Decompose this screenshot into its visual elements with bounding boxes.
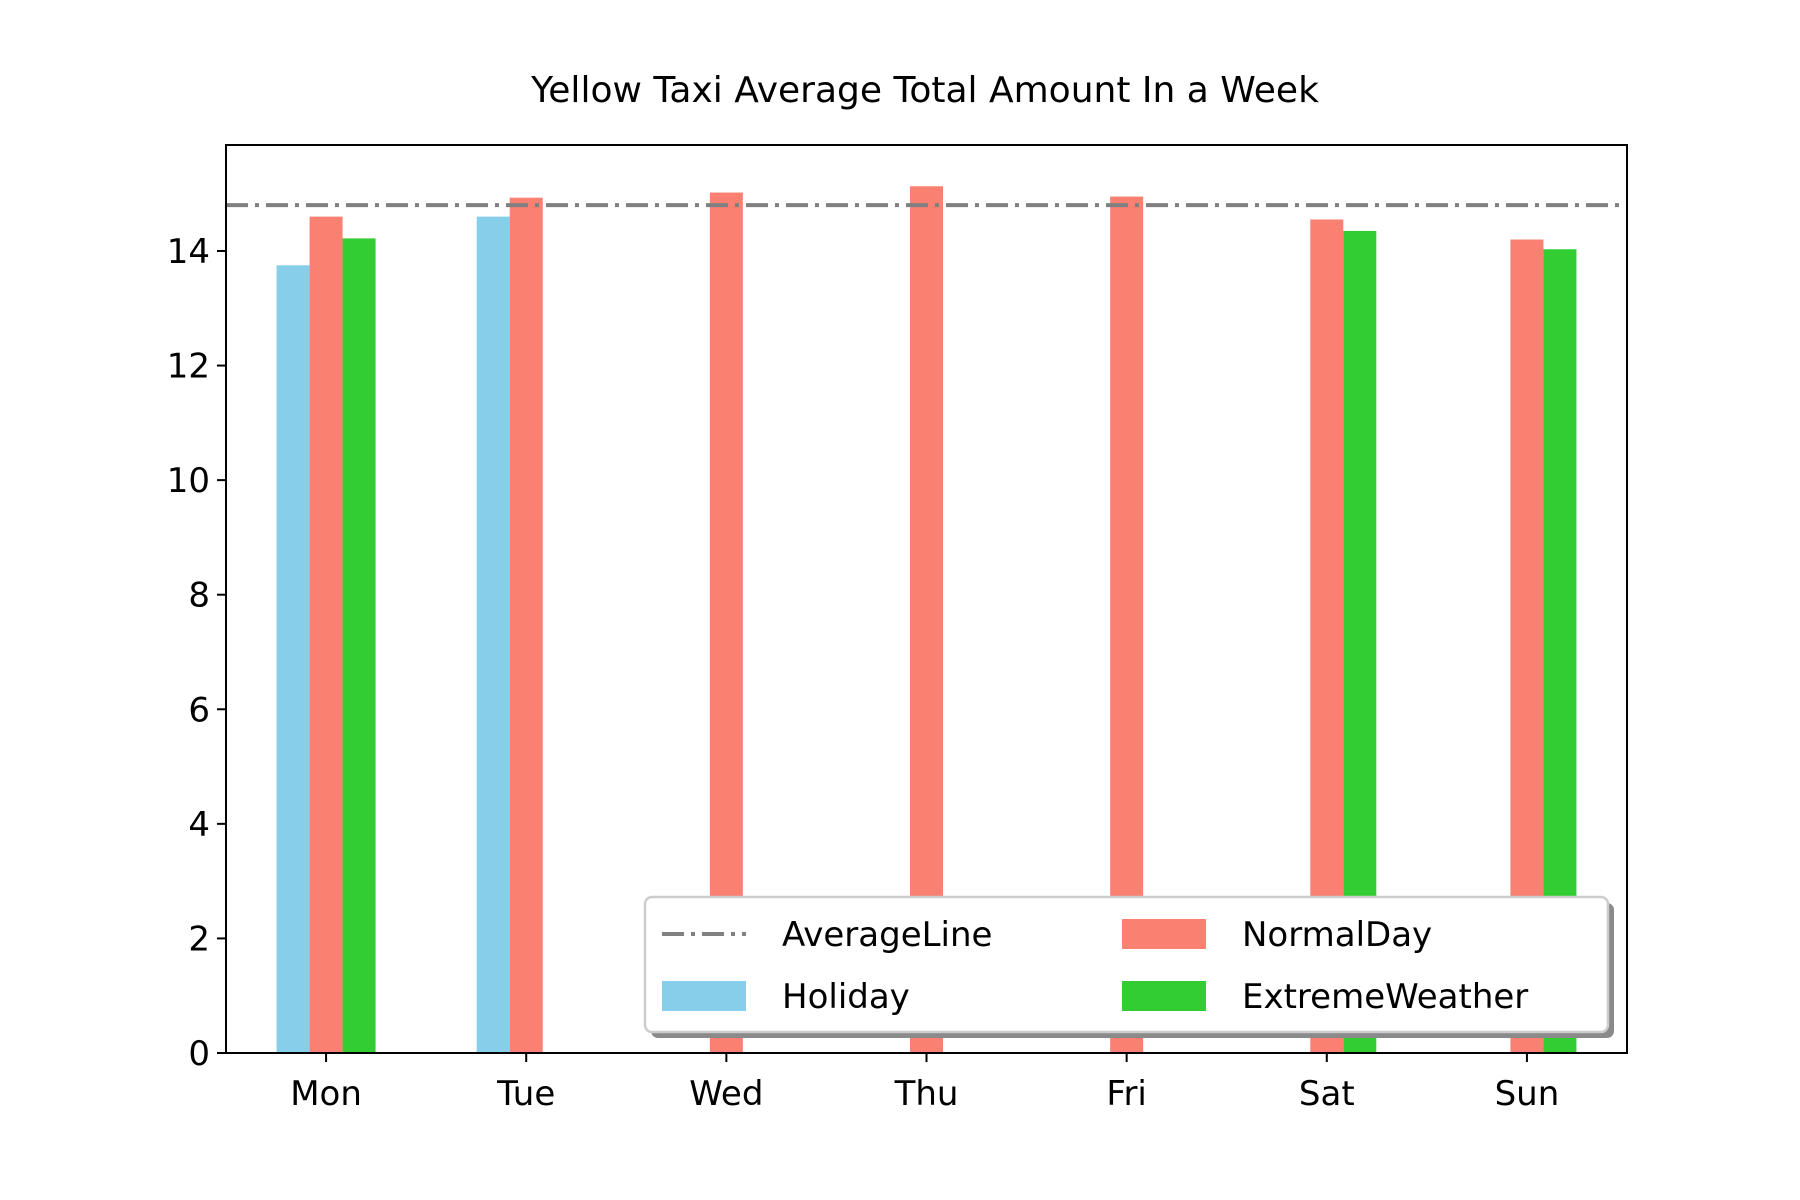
legend-handle-extremeweather [1122, 981, 1206, 1011]
chart-title: Yellow Taxi Average Total Amount In a We… [530, 70, 1319, 111]
legend: AverageLine NormalDay Holiday ExtremeWeathe… [643, 895, 1614, 1038]
legend-handle-normalday [1122, 919, 1206, 949]
bar-holiday-tue [476, 216, 510, 1054]
bar-normalday-mon [309, 216, 343, 1054]
x-tick-label: Sun [1495, 1074, 1560, 1114]
y-tick-label: 6 [188, 690, 210, 730]
y-tick-label: 0 [188, 1034, 210, 1074]
x-tick-label: Mon [290, 1074, 362, 1114]
x-tick-label: Thu [894, 1074, 959, 1114]
legend-label-normalday: NormalDay [1242, 915, 1432, 955]
y-tick-label: 14 [167, 232, 210, 272]
y-tick-label: 4 [188, 805, 210, 845]
legend-frame [643, 895, 1610, 1034]
legend-handle-holiday [662, 981, 746, 1011]
x-tick-label: Fri [1106, 1074, 1147, 1114]
x-tick-label: Sat [1299, 1074, 1355, 1114]
bar-holiday-mon [276, 265, 310, 1053]
y-tick-label: 8 [188, 576, 210, 616]
legend-label-extremeweather: ExtremeWeather [1242, 977, 1528, 1017]
y-tick-label: 10 [167, 461, 210, 501]
x-tick-label: Tue [496, 1074, 555, 1114]
y-tick-label: 12 [167, 347, 210, 387]
y-tick-label: 2 [188, 919, 210, 959]
x-tick-label: Wed [689, 1074, 763, 1114]
legend-label-averageline: AverageLine [782, 915, 992, 955]
legend-label-holiday: Holiday [782, 977, 910, 1017]
bar-normalday-tue [509, 197, 543, 1053]
bar-extremeweather-mon [342, 238, 376, 1053]
